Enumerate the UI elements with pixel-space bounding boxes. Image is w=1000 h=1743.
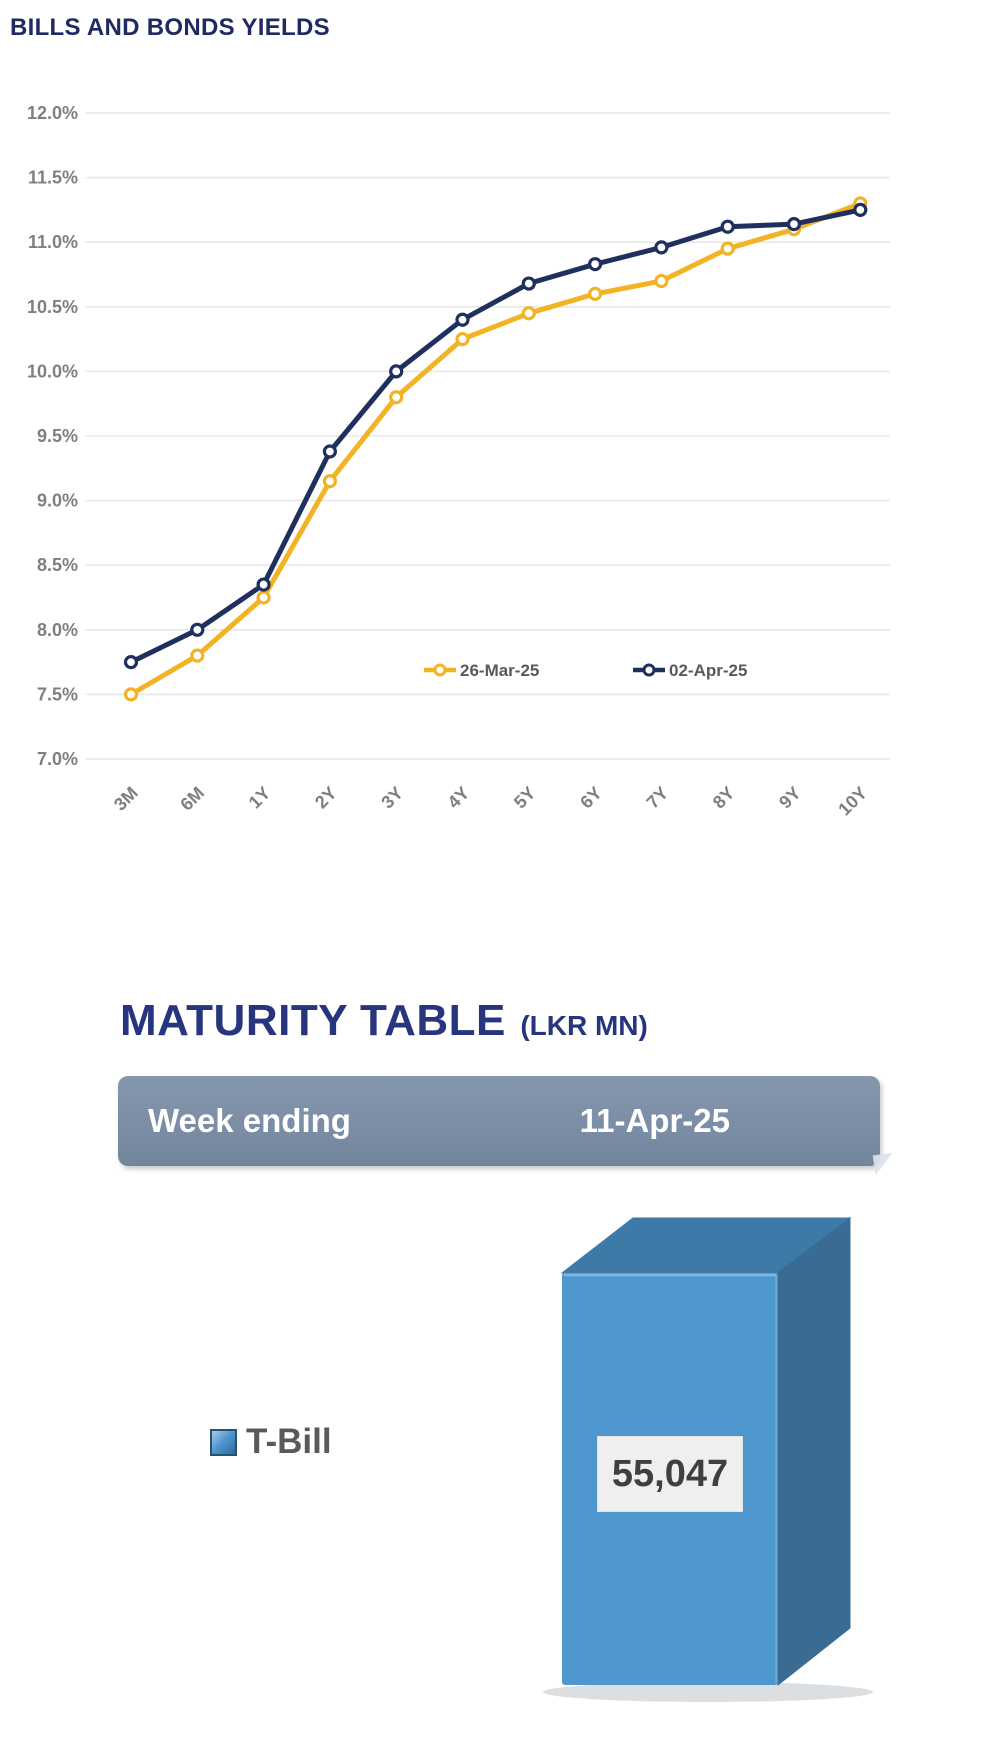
data-point-02-Apr-25-6M — [190, 622, 205, 637]
data-point-02-Apr-25-9Y — [786, 217, 802, 232]
series-line-02-Apr-25 — [128, 207, 863, 665]
week-ending-value: 11-Apr-25 — [579, 1102, 730, 1139]
week-ending-label: Week ending — [148, 1102, 351, 1139]
data-point-26-Mar-25-5Y — [521, 306, 536, 321]
x-tick-label: 6Y — [576, 783, 606, 813]
legend-marker-02-Apr-25 — [642, 663, 656, 677]
y-tick-label: 9.5% — [37, 426, 78, 446]
maturity-title: MATURITY TABLE — [120, 996, 506, 1045]
data-point-02-Apr-25-4Y — [455, 312, 470, 327]
yields-line-chart: 7.0% 7.5% 8.0% 8.5% 9.0% 9.5% 10.0% 10.5% 11.0% 1… — [27, 103, 890, 820]
bar-side-face — [777, 1216, 851, 1687]
maturity-heading: MATURITY TABLE (LKR MN) — [120, 996, 648, 1046]
week-ending-bar: Week ending 11-Apr-25 — [118, 1076, 896, 1176]
data-point-02-Apr-25-3Y — [389, 364, 404, 379]
x-tick-label: 2Y — [311, 783, 341, 813]
x-tick-label: 1Y — [245, 783, 275, 813]
page-title: BILLS AND BONDS YIELDS — [10, 14, 330, 41]
x-tick-label: 7Y — [643, 783, 673, 813]
y-tick-label: 10.0% — [27, 361, 78, 381]
data-point-26-Mar-25-1Y — [256, 590, 271, 605]
x-tick-label: 5Y — [510, 783, 540, 813]
data-point-02-Apr-25-8Y — [720, 219, 735, 234]
x-tick-label: 10Y — [834, 783, 871, 820]
y-tick-label: 7.5% — [37, 684, 78, 704]
data-point-02-Apr-25-10Y — [853, 202, 868, 217]
data-point-26-Mar-25-8Y — [720, 241, 735, 256]
data-point-02-Apr-25-3M — [123, 654, 139, 670]
data-point-02-Apr-25-5Y — [521, 276, 536, 291]
data-point-26-Mar-25-7Y — [654, 273, 669, 289]
x-tick-label: 6M — [176, 783, 208, 815]
y-tick-label: 12.0% — [27, 103, 78, 123]
maturity-title-unit: (LKR MN) — [520, 1010, 648, 1041]
y-tick-label: 8.5% — [37, 555, 78, 575]
bar-value-label: 55,047 — [597, 1436, 743, 1512]
y-tick-label: 11.0% — [28, 232, 78, 252]
x-tick-label: 9Y — [775, 783, 805, 813]
data-point-02-Apr-25-2Y — [322, 444, 337, 459]
x-tick-label: 3Y — [377, 783, 407, 813]
legend-marker-26-Mar-25 — [433, 663, 447, 677]
y-tick-label: 10.5% — [27, 297, 78, 317]
tbill-legend-swatch-icon — [210, 1428, 237, 1456]
data-point-26-Mar-25-6Y — [587, 286, 603, 301]
data-point-26-Mar-25-4Y — [455, 332, 470, 347]
data-point-26-Mar-25-6M — [190, 648, 205, 663]
x-tick-label: 8Y — [709, 783, 739, 813]
data-point-02-Apr-25-7Y — [654, 240, 669, 255]
data-point-26-Mar-25-3M — [123, 687, 139, 702]
x-tick-label: 3M — [110, 783, 142, 815]
y-tick-label: 7.0% — [37, 749, 78, 769]
series-line-26-Mar-25 — [128, 200, 863, 697]
tbill-legend: T-Bill — [210, 1422, 332, 1462]
x-tick-label: 4Y — [444, 783, 474, 813]
data-point-02-Apr-25-1Y — [256, 577, 271, 592]
page-fold-decoration — [872, 1152, 896, 1176]
data-point-02-Apr-25-6Y — [587, 257, 603, 272]
legend-label-26-Mar-25: 26-Mar-25 — [460, 661, 539, 680]
data-point-26-Mar-25-3Y — [389, 390, 404, 405]
bar-shadow — [543, 1682, 873, 1702]
y-tick-label: 9.0% — [37, 491, 78, 511]
data-point-26-Mar-25-2Y — [322, 474, 337, 489]
y-tick-label: 8.0% — [37, 620, 78, 640]
legend-label-02-Apr-25: 02-Apr-25 — [669, 661, 747, 680]
y-tick-label: 11.5% — [28, 168, 78, 188]
tbill-legend-label: T-Bill — [246, 1422, 332, 1461]
